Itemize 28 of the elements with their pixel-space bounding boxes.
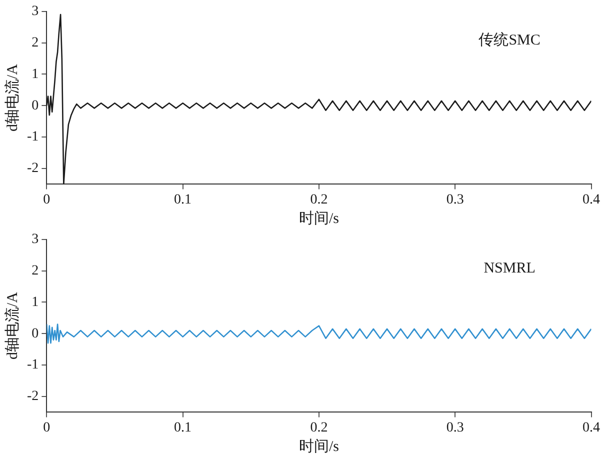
- x-axis-title: 时间/s: [298, 438, 340, 455]
- x-tick-label: 0: [43, 192, 50, 208]
- x-tick-label: 0.2: [310, 192, 328, 208]
- x-tick-label: 0.4: [582, 192, 600, 208]
- y-tick-label: 0: [32, 326, 39, 342]
- x-tick-label: 0.3: [446, 192, 464, 208]
- x-tick-label: 0.1: [174, 420, 192, 436]
- y-tick-label: 2: [32, 35, 39, 50]
- x-tick-label: 0.3: [446, 420, 464, 436]
- y-tick-label: 2: [32, 263, 39, 278]
- y-axis-title: d轴电流/A: [4, 64, 21, 132]
- y-tick-label: 1: [32, 66, 39, 82]
- x-tick-label: 0.1: [174, 192, 192, 208]
- x-tick-label: 0: [43, 420, 50, 436]
- y-tick-label: 1: [32, 294, 39, 310]
- y-tick-label: -2: [26, 161, 39, 176]
- y-tick-label: -2: [26, 389, 39, 404]
- annotation: NSMRL: [484, 260, 536, 277]
- x-tick-label: 0.4: [582, 420, 600, 436]
- y-tick-label: 3: [32, 232, 39, 248]
- y-tick-label: -1: [26, 130, 39, 145]
- y-tick-label: 3: [32, 4, 39, 20]
- x-axis-title: 时间/s: [298, 210, 340, 227]
- y-tick-label: -1: [26, 358, 39, 373]
- annotation: 传统SMC: [478, 32, 540, 49]
- y-tick-label: 0: [32, 98, 39, 114]
- y-axis-title: d轴电流/A: [4, 292, 21, 360]
- x-tick-label: 0.2: [310, 420, 328, 436]
